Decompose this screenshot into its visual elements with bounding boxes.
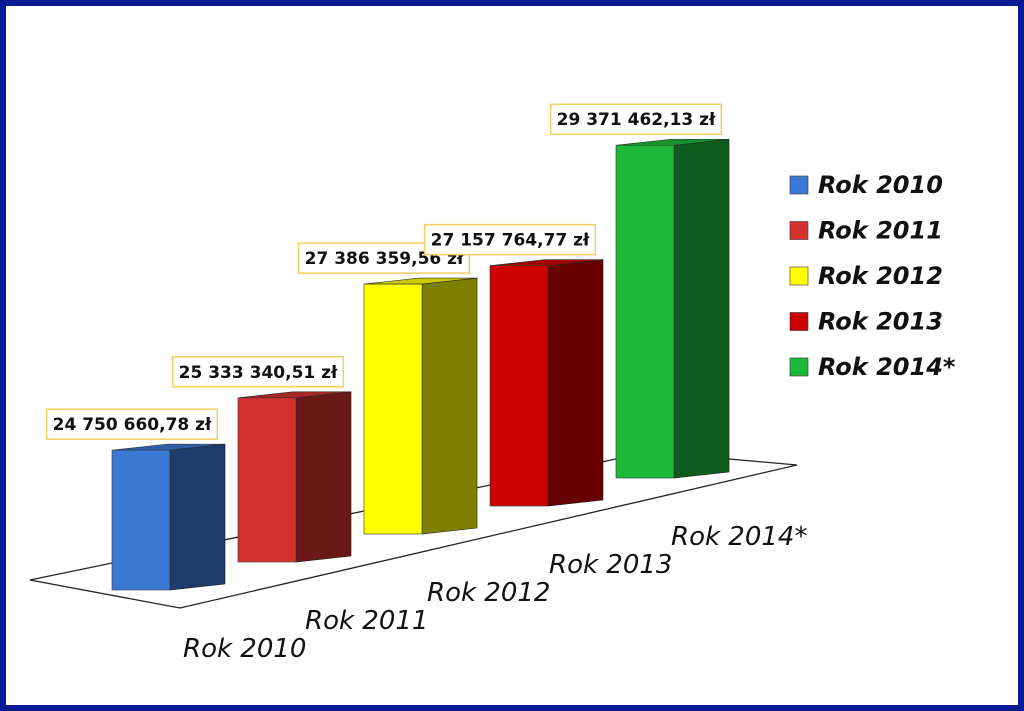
value-label: 29 371 462,13 zł [557, 110, 716, 130]
legend-label: Rok 2014* [818, 353, 956, 381]
bar-side [421, 277, 478, 535]
legend-swatch [789, 312, 809, 331]
bar-side [547, 259, 604, 507]
bar [615, 144, 675, 479]
legend-swatch [789, 221, 809, 240]
value-label-box [423, 223, 597, 256]
legend-swatch [789, 266, 809, 286]
value-label-box [171, 356, 345, 388]
value-label-box [549, 103, 723, 135]
bar-side [673, 138, 730, 479]
bar [363, 283, 423, 535]
legend-swatch [789, 175, 809, 195]
legend-label: Rok 2011 [818, 217, 943, 245]
x-tick-label: Rok 2013 [549, 550, 672, 580]
x-tick-label: Rok 2014* [671, 522, 807, 552]
x-tick-label: Rok 2010 [183, 634, 306, 664]
value-label: 25 333 340,51 zł [179, 363, 338, 383]
legend-label: Rok 2012 [818, 262, 943, 290]
bar [489, 265, 549, 507]
value-label: 27 157 764,77 zł [431, 231, 590, 251]
x-tick-label: Rok 2011 [305, 606, 428, 636]
legend-label: Rok 2013 [818, 308, 943, 336]
bar-side [169, 443, 226, 591]
value-label-box [45, 408, 219, 440]
bar [111, 449, 171, 591]
legend-swatch [789, 357, 809, 377]
legend-label: Rok 2010 [818, 171, 943, 199]
value-label: 24 750 660,78 zł [53, 415, 212, 435]
x-tick-label: Rok 2012 [427, 578, 550, 608]
bar [237, 397, 297, 563]
bar-side [295, 391, 352, 563]
